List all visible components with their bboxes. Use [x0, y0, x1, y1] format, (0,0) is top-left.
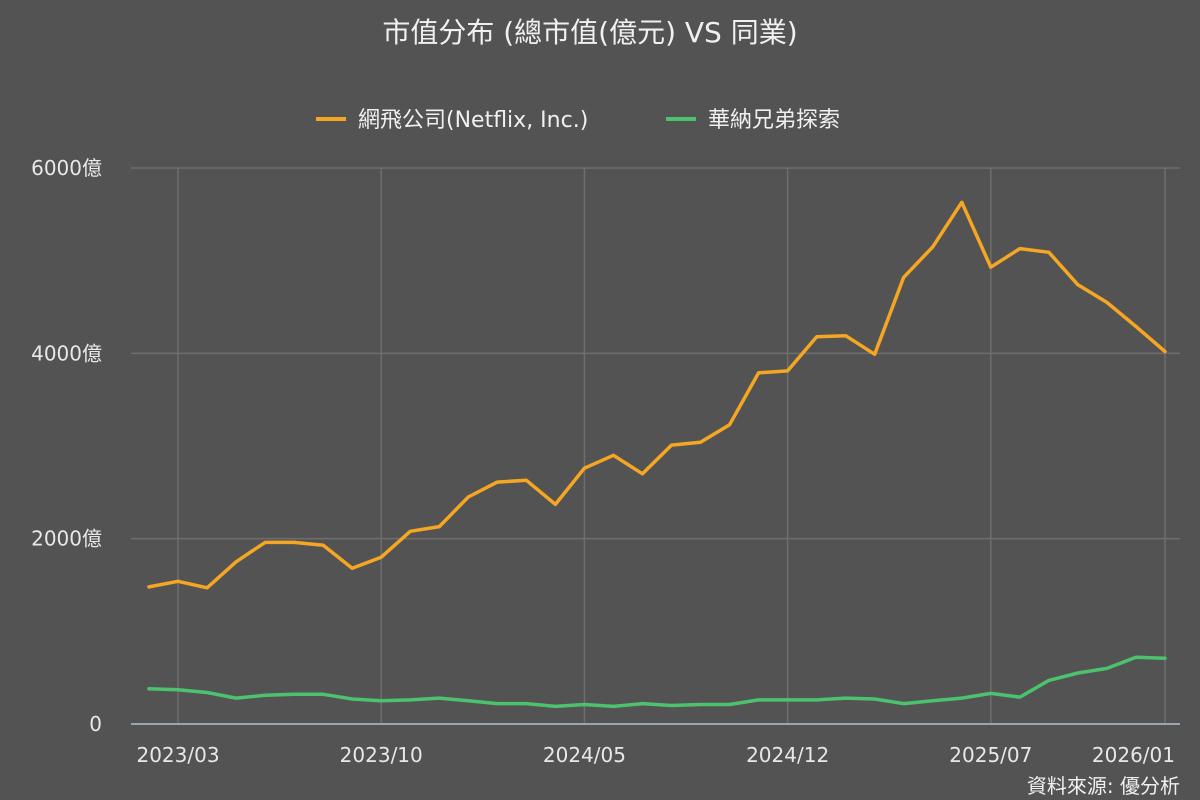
x-tick-label: 2024/05 — [543, 743, 626, 767]
x-tick-label: 2024/12 — [746, 743, 829, 767]
x-tick-label: 2023/10 — [340, 743, 423, 767]
y-tick-label: 2000億 — [31, 527, 102, 551]
chart-title: 市值分布 (總市值(億元) VS 同業) — [382, 16, 797, 49]
x-tick-label: 2025/07 — [949, 743, 1032, 767]
series-line-netflix — [147, 200, 1167, 590]
y-axis-ticks: 0 2000億 4000億 6000億 — [31, 156, 102, 736]
data-source-note: 資料來源: 優分析 — [1027, 774, 1180, 798]
x-tick-label: 2023/03 — [136, 743, 219, 767]
x-tick-label: 2026/01 — [1092, 743, 1175, 767]
legend-label-warner: 華納兄弟探索 — [708, 108, 840, 133]
y-tick-label: 0 — [89, 712, 102, 736]
legend: 網飛公司(Netflix, Inc.) 華納兄弟探索 — [316, 108, 840, 133]
y-tick-label: 6000億 — [31, 156, 102, 180]
x-axis-ticks: 2023/03 2023/10 2024/05 2024/12 2025/07 2026/… — [136, 743, 1175, 767]
series-line-warner — [147, 655, 1167, 709]
series-lines — [147, 200, 1167, 709]
legend-label-netflix: 網飛公司(Netflix, Inc.) — [358, 108, 588, 133]
y-tick-label: 4000億 — [31, 341, 102, 365]
grid — [131, 167, 1180, 725]
